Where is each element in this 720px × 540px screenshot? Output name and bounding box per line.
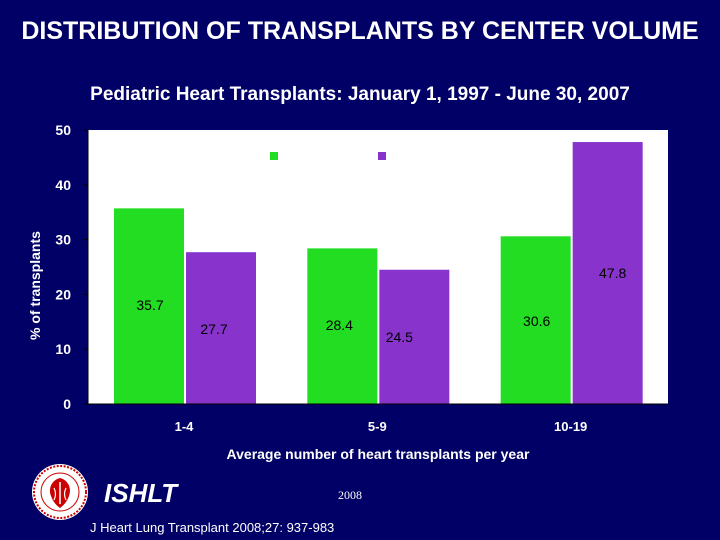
y-tick-label: 20 xyxy=(55,286,71,302)
chart-subtitle: Pediatric Heart Transplants: January 1, … xyxy=(90,84,630,105)
data-label: 27.7 xyxy=(200,321,227,337)
bar-1997-2000-1-4 xyxy=(114,208,184,404)
legend-swatch xyxy=(270,152,278,160)
bar-1997-2000-10-19 xyxy=(500,236,571,404)
y-tick-label: 0 xyxy=(63,396,71,412)
data-label: 28.4 xyxy=(326,317,353,333)
bar-2001-June 2007-5-9 xyxy=(379,269,450,404)
citation: J Heart Lung Transplant 2008;27: 937-983 xyxy=(90,520,335,535)
y-tick-label: 10 xyxy=(55,341,71,357)
bar-2001-June 2007-10-19 xyxy=(572,142,643,404)
legend-label: 1997-2000 xyxy=(284,150,342,164)
legend-label: 2001-June 2007 xyxy=(392,150,481,164)
org-name: ISHLT xyxy=(104,478,178,508)
x-tick-label: 10-19 xyxy=(554,419,587,434)
x-axis-label: Average number of heart transplants per … xyxy=(227,446,530,462)
data-label: 35.7 xyxy=(136,297,163,313)
bar-2001-June 2007-1-4 xyxy=(186,252,256,404)
chart-title: DISTRIBUTION OF TRANSPLANTS BY CENTER VO… xyxy=(21,17,699,45)
ishlt-logo-icon xyxy=(32,464,88,520)
y-tick-label: 30 xyxy=(55,232,71,248)
legend: 1997-2000 2001-June 2007 xyxy=(258,136,514,176)
y-tick-label: 40 xyxy=(55,177,71,193)
data-label: 24.5 xyxy=(386,329,413,345)
data-label: 47.8 xyxy=(599,265,626,281)
x-tick-label: 1-4 xyxy=(175,419,195,434)
y-axis-label: % of transplants xyxy=(27,231,43,340)
y-tick-label: 50 xyxy=(55,122,71,138)
x-tick-label: 5-9 xyxy=(368,419,387,434)
publication-year: 2008 xyxy=(338,488,362,502)
data-label: 30.6 xyxy=(523,313,550,329)
legend-swatch xyxy=(378,152,386,160)
bar-1997-2000-5-9 xyxy=(307,248,378,404)
